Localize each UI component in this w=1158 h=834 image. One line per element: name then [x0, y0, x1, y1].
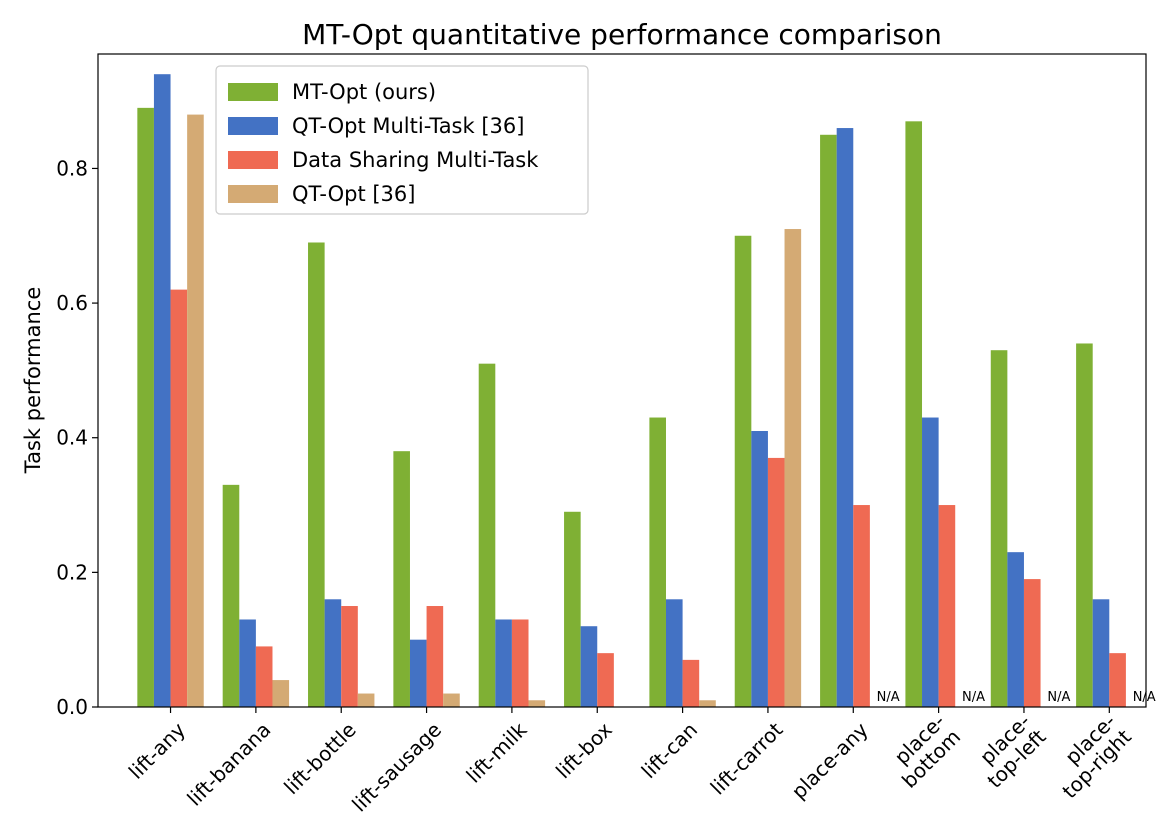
bar — [784, 229, 802, 707]
bar — [682, 659, 700, 707]
bar — [426, 606, 444, 707]
bar — [990, 350, 1008, 707]
bars-group — [137, 74, 1126, 708]
x-tick-label-line: lift-carrot — [706, 717, 788, 799]
na-label: N/A — [1047, 690, 1070, 705]
x-tick-label-line: lift-box — [551, 717, 617, 783]
na-label: N/A — [962, 690, 985, 705]
y-tick-label: 0.2 — [56, 560, 88, 584]
legend-swatch — [228, 83, 278, 101]
na-labels-group: N/A N/A N/A N/A — [877, 690, 1156, 705]
bar — [1007, 552, 1024, 707]
bar — [308, 242, 325, 707]
bar — [767, 457, 785, 707]
x-tick-label-line: lift-bottle — [279, 718, 361, 800]
bar — [597, 653, 614, 707]
bar — [255, 646, 273, 707]
bar — [409, 639, 427, 707]
na-label: N/A — [1133, 690, 1156, 705]
y-tick-label: 0.6 — [56, 291, 88, 315]
bar — [564, 511, 581, 707]
bar — [922, 417, 939, 707]
bar — [734, 235, 752, 708]
x-tick-label: place-bottom — [882, 709, 966, 793]
x-tick-label: lift-sausage — [347, 718, 446, 817]
x-tick-label-line: lift-can — [637, 718, 703, 784]
legend-label: QT-Opt [36] — [292, 182, 415, 206]
y-axis-ticks: 0.0 0.2 0.4 0.6 0.8 — [56, 156, 98, 719]
bar — [665, 599, 683, 707]
x-tick-label: place-top-left — [967, 709, 1051, 793]
y-axis-label: Task performance — [21, 287, 45, 475]
chart-title: MT-Opt quantitative performance comparis… — [302, 18, 942, 51]
x-tick-label: place-any — [787, 717, 873, 803]
bar — [1109, 653, 1126, 707]
x-tick-label: lift-can — [637, 718, 703, 784]
bar — [1023, 579, 1041, 707]
na-label: N/A — [877, 690, 900, 705]
bar — [341, 606, 358, 707]
y-tick-label: 0.8 — [56, 156, 88, 180]
bar — [820, 134, 837, 707]
bar — [1092, 599, 1110, 707]
bar — [528, 700, 546, 707]
legend-label: Data Sharing Multi-Task — [292, 148, 539, 172]
bar — [239, 619, 256, 707]
plot-frame — [97, 53, 1147, 708]
bar — [1076, 343, 1093, 707]
legend: MT-Opt (ours) QT-Opt Multi-Task [36] Data … — [215, 65, 589, 215]
bar — [511, 619, 529, 707]
legend-swatch — [228, 185, 278, 203]
bar — [580, 626, 598, 707]
x-tick-label: lift-any — [124, 717, 190, 783]
x-tick-label-line: lift-banana — [182, 718, 275, 811]
x-tick-label: lift-banana — [182, 718, 275, 811]
bar — [699, 700, 716, 707]
legend-swatch — [228, 117, 278, 135]
x-tick-label: lift-box — [551, 717, 617, 783]
bar — [222, 484, 240, 707]
bar — [137, 107, 154, 708]
x-tick-label: lift-carrot — [706, 717, 788, 799]
x-tick-label: lift-bottle — [279, 718, 361, 800]
bar — [170, 289, 188, 707]
x-tick-label-line: lift-sausage — [347, 718, 446, 817]
y-tick-label: 0.0 — [56, 695, 88, 719]
x-tick-label: lift-milk — [461, 717, 531, 787]
bar — [478, 363, 496, 707]
bar — [272, 680, 290, 707]
bar — [324, 599, 342, 707]
x-tick-label-line: lift-any — [124, 717, 190, 783]
bar — [649, 417, 666, 707]
bar — [751, 430, 768, 707]
bar — [836, 128, 854, 708]
bar — [187, 114, 204, 707]
x-tick-label-line: lift-milk — [461, 717, 531, 787]
x-tick-label-line: place-any — [787, 717, 873, 803]
legend-label: QT-Opt Multi-Task [36] — [292, 114, 524, 138]
y-tick-label: 0.4 — [56, 426, 88, 450]
legend-frame — [215, 65, 589, 215]
bar — [357, 693, 375, 707]
legend-swatch — [228, 151, 278, 169]
x-tick-label: place-top-right — [1042, 709, 1136, 803]
legend-label: MT-Opt (ours) — [292, 80, 436, 104]
bar — [153, 74, 171, 708]
bar — [905, 121, 923, 708]
bar — [853, 505, 870, 707]
bar — [393, 451, 410, 707]
bar — [495, 619, 512, 707]
bar — [938, 505, 956, 707]
bar — [443, 693, 460, 707]
